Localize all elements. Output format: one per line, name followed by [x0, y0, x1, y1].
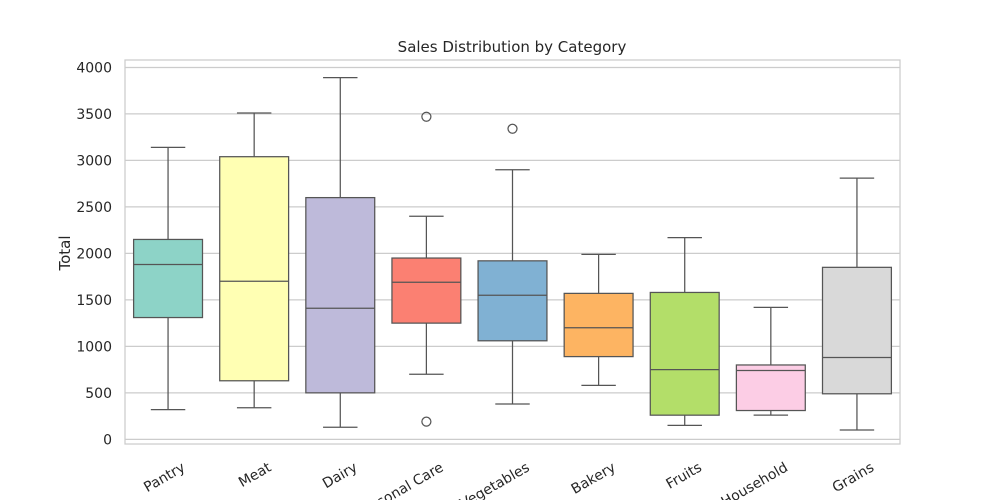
- iqr-box: [305, 196, 376, 394]
- box-group-grains: [821, 177, 893, 431]
- iqr-box: [391, 257, 462, 324]
- box-group-bakery: [563, 253, 634, 387]
- outlier-point: [421, 416, 432, 427]
- y-tick-label: 500: [85, 386, 112, 402]
- y-tick-label: 2500: [76, 200, 112, 216]
- y-tick-labels: 0 500 1000 1500 2000 2500 3000 3500 4000: [76, 60, 112, 448]
- box-group-household: [735, 306, 806, 416]
- y-axis-title: Total: [56, 235, 74, 271]
- x-tick-label: Pantry: [141, 460, 188, 496]
- outlier-point: [507, 123, 518, 134]
- iqr-box: [649, 291, 720, 416]
- y-tick-label: 3000: [76, 153, 112, 169]
- plot-area-frame: [124, 59, 901, 445]
- iqr-box: [132, 238, 204, 319]
- chart-title: Sales Distribution by Category: [398, 38, 627, 56]
- iqr-box: [477, 260, 548, 342]
- box-group-dairy: [305, 77, 376, 428]
- box-group-pantry: [132, 146, 204, 411]
- x-tick-label: Grains: [830, 460, 877, 496]
- y-tick-label: 0: [103, 432, 112, 448]
- y-tick-label: 3500: [76, 107, 112, 123]
- x-tick-label: Vegetables: [458, 460, 533, 500]
- y-tick-label: 1000: [76, 339, 112, 355]
- iqr-box: [821, 266, 893, 395]
- x-tick-label: Fruits: [664, 460, 705, 493]
- box-group-fruits: [649, 236, 720, 427]
- boxes-layer: [132, 77, 893, 431]
- x-tick-label: Meat: [236, 459, 275, 490]
- iqr-box: [563, 292, 634, 358]
- box-group-vegetables: [477, 123, 548, 405]
- iqr-box: [219, 156, 290, 382]
- y-tick-label: 1500: [76, 293, 112, 309]
- box-group-personal-care: [391, 111, 462, 427]
- outlier-point: [421, 111, 432, 122]
- y-tick-label: 2000: [76, 246, 112, 262]
- y-tick-label: 4000: [76, 60, 112, 76]
- x-tick-label: Personal Care: [355, 460, 446, 500]
- box-group-meat: [219, 112, 290, 409]
- x-tick-label: Bakery: [569, 460, 619, 498]
- x-tick-label: Dairy: [320, 460, 360, 493]
- x-tick-label: Household: [719, 460, 791, 500]
- iqr-box: [735, 364, 806, 412]
